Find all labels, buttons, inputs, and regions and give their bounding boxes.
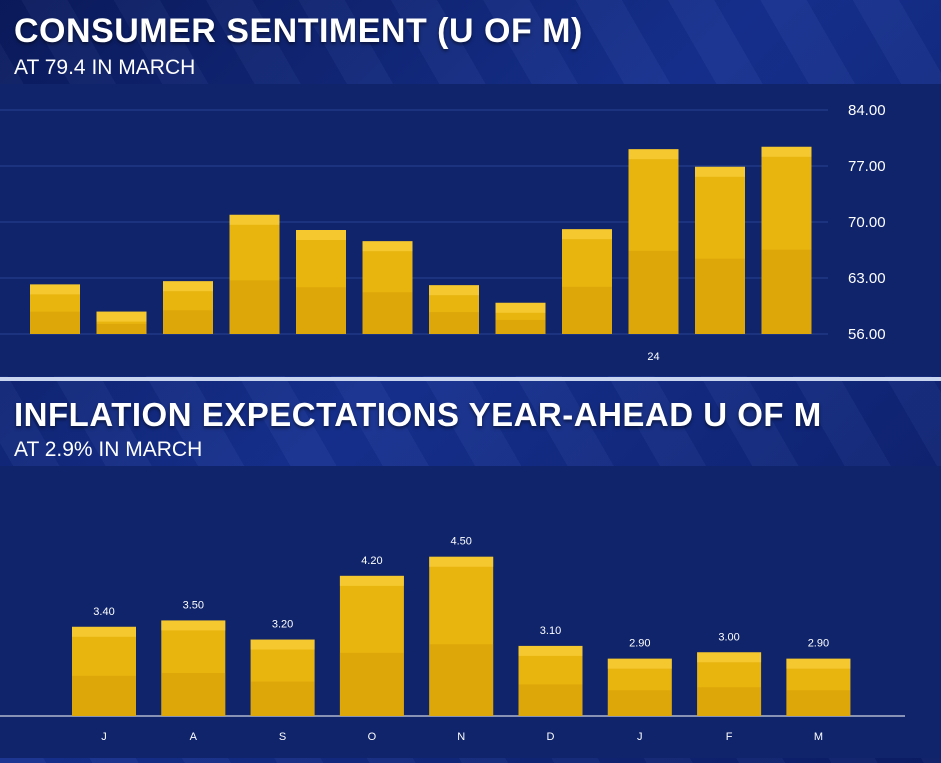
chart-2-xtick-label: A [190,731,198,743]
chart-1-ytick-label: 70.00 [848,214,886,231]
chart-2-title: INFLATION EXPECTATIONS YEAR-AHEAD U OF M [14,396,822,433]
consumer-sentiment-chart: 84.00 77.00 70.00 63.00 56.00 24 [0,102,886,363]
chart-1-title: CONSUMER SENTIMENT (U OF M) [14,12,583,50]
inflation-expectations-chart: 3.40 J 3.50 A 3.20 S 4.20 O 4.50 N 3.10 D 2.90 J 3.00 F… [0,536,905,743]
panel-divider [0,377,941,381]
chart-2-bar [72,626,136,716]
chart-1-bar [761,146,812,334]
chart-1-ytick-label: 56.00 [848,326,886,343]
chart-2-xtick-label: F [726,731,733,743]
chart-2-data-label: 3.10 [540,625,561,637]
chart-2-area: 3.40 J 3.50 A 3.20 S 4.20 O 4.50 N 3.10 D 2.90 J 3.00 F… [0,466,941,758]
chart-2-xtick-label: J [101,731,107,743]
chart-2-xtick-label: O [368,731,377,743]
chart-2-bar [518,645,583,716]
chart-2-data-label: 4.50 [450,536,471,548]
chart-2-bar [697,652,762,716]
chart-1-bar [163,281,213,334]
chart-2-data-label: 2.90 [629,638,650,650]
chart-1-ytick-label: 77.00 [848,158,886,175]
chart-2-bar [607,658,672,716]
chart-1-bar [562,229,612,334]
chart-1-bar [628,149,679,334]
chart-2-data-label: 3.40 [93,606,114,618]
chart-2-xtick-label: D [547,731,555,743]
chart-2-bar [786,658,851,716]
chart-1-ytick-label: 63.00 [848,270,886,287]
chart-1-bar [96,311,147,334]
chart-1-bar [695,166,745,334]
chart-1-area: 84.00 77.00 70.00 63.00 56.00 24 [0,84,941,376]
chart-2-bar [161,620,226,716]
chart-1-bar [30,284,80,334]
chart-1-subtitle: AT 79.4 IN MARCH [14,56,196,79]
chart-2-xtick-label: M [814,731,823,743]
chart-2-bar [339,575,404,716]
chart-1-bar [229,214,280,334]
chart-2-xtick-label: S [279,731,286,743]
chart-2-data-label: 2.90 [808,638,829,650]
chart-2-data-label: 3.00 [718,631,739,643]
chart-1-bar [429,285,479,334]
chart-2-data-label: 3.20 [272,619,293,631]
chart-1-xtick-label: 24 [647,351,659,363]
chart-2-bar [250,639,315,716]
chart-2-xtick-label: N [457,731,465,743]
chart-1-bar [362,241,413,334]
chart-2-subtitle: AT 2.9% IN MARCH [14,438,203,461]
chart-1-bar [495,302,546,334]
chart-2-xtick-label: J [637,731,643,743]
chart-2-data-label: 3.50 [183,599,204,611]
chart-2-bar [429,556,494,716]
chart-2-data-label: 4.20 [361,555,382,567]
chart-1-bar [296,230,346,334]
chart-1-ytick-label: 84.00 [848,102,886,119]
